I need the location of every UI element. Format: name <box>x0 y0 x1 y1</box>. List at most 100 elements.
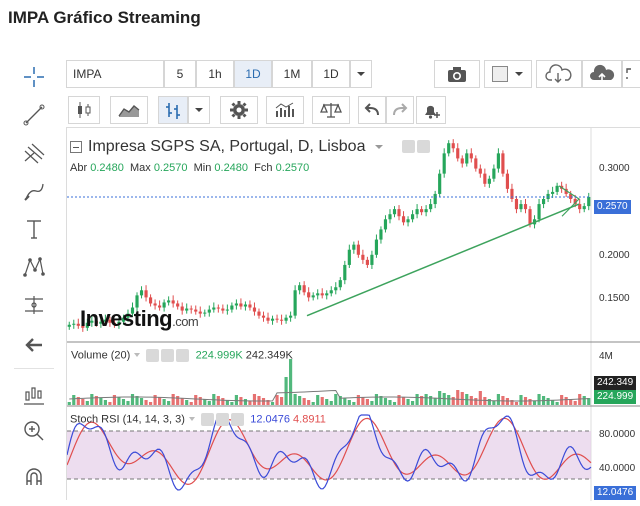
interval-1d[interactable]: 1D <box>234 60 272 88</box>
area-style-button[interactable] <box>110 96 148 124</box>
eye-icon[interactable] <box>201 413 215 426</box>
trend-line-icon[interactable] <box>18 100 50 130</box>
screenshot-button[interactable] <box>434 60 480 88</box>
interval-1m[interactable]: 1M <box>272 60 312 88</box>
arrow-left-icon[interactable] <box>18 330 50 360</box>
chart-type-icon[interactable] <box>18 380 50 410</box>
volume-bar <box>573 401 577 405</box>
pitchfork-icon[interactable] <box>18 138 50 168</box>
gear-icon[interactable] <box>216 413 230 426</box>
collapse-icon[interactable] <box>70 140 82 153</box>
candle-body <box>234 303 238 306</box>
candle-body <box>270 318 275 321</box>
candle-body <box>126 313 130 318</box>
candle-body <box>523 204 528 210</box>
bars-style-button[interactable] <box>158 96 188 124</box>
measure-icon[interactable] <box>18 290 50 320</box>
volume-bar <box>108 402 112 405</box>
settings-button[interactable] <box>220 96 258 124</box>
gear-icon[interactable] <box>417 140 431 154</box>
candle-body <box>207 309 211 313</box>
volume-label: Volume (20) <box>71 349 131 362</box>
volume-bar <box>392 402 397 405</box>
volume-ma-line <box>69 389 589 402</box>
price-chart[interactable] <box>66 128 640 501</box>
alert-button[interactable] <box>416 96 446 124</box>
candle-body <box>447 143 451 154</box>
candle-body <box>496 153 500 169</box>
candle-body <box>578 204 582 210</box>
color-picker-button[interactable] <box>484 60 532 88</box>
candle-body <box>392 209 397 215</box>
candle-body <box>460 158 464 164</box>
scale-icon <box>320 103 342 118</box>
candle-body <box>185 308 189 311</box>
candle-body <box>338 280 342 288</box>
gear-icon[interactable] <box>161 349 175 362</box>
indicators-button[interactable] <box>266 96 304 124</box>
candle-body <box>135 295 139 308</box>
volume-bar <box>397 395 401 405</box>
chevron-down-icon[interactable] <box>188 416 196 422</box>
stoch-label: Stoch RSI (14, 14, 3, 3) <box>70 413 185 426</box>
stoch-k-line <box>66 414 592 491</box>
volume-bar <box>460 392 464 405</box>
candle-body <box>67 324 71 327</box>
volume-bar <box>99 398 103 405</box>
close-icon[interactable] <box>231 413 245 426</box>
redo-button[interactable] <box>386 96 414 124</box>
chart-legend: Impresa SGPS SA, Portugal, D, Lisboa <box>70 138 431 156</box>
eye-icon[interactable] <box>402 140 416 154</box>
open-label: Abr <box>70 162 88 174</box>
volume-bar <box>383 398 388 405</box>
volume-bar <box>72 395 76 405</box>
ohlc-bars-icon <box>166 103 180 119</box>
symbol-input[interactable]: IMPA <box>66 60 164 88</box>
load-layout-button[interactable] <box>536 60 582 88</box>
compare-button[interactable] <box>312 96 350 124</box>
chevron-down-icon[interactable] <box>374 143 384 151</box>
undo-button[interactable] <box>358 96 386 124</box>
low-label: Min <box>193 162 212 174</box>
crosshair-icon[interactable] <box>18 62 50 92</box>
zoom-in-icon[interactable] <box>18 416 50 446</box>
interval-5[interactable]: 5 <box>164 60 196 88</box>
chart-area[interactable] <box>66 127 640 501</box>
brush-icon[interactable] <box>18 176 50 206</box>
candle-body <box>551 191 555 194</box>
volume-tag-lower: 224.999 <box>594 390 637 404</box>
volume-bar <box>207 401 211 405</box>
candle-body <box>483 173 487 184</box>
save-layout-button[interactable] <box>582 60 622 88</box>
chart-style-dropdown[interactable] <box>188 96 210 124</box>
volume-bar <box>546 398 550 405</box>
instrument-title: Impresa SGPS SA, Portugal, D, Lisboa <box>88 138 366 155</box>
volume-legend: Volume (20) 224.999K 242.349K <box>71 349 293 362</box>
volume-bar <box>194 395 198 405</box>
volume-bar <box>266 400 270 405</box>
close-icon[interactable] <box>176 349 190 362</box>
candle-body <box>401 216 406 223</box>
candles-style-button[interactable] <box>68 96 100 124</box>
interval-1h[interactable]: 1h <box>196 60 234 88</box>
pattern-icon[interactable] <box>18 252 50 282</box>
interval-custom[interactable]: 1D <box>312 60 350 88</box>
cloud-download-icon <box>545 64 572 83</box>
chevron-down-icon[interactable] <box>133 352 141 358</box>
candle-body <box>514 199 519 210</box>
volume-bar <box>361 397 365 405</box>
candle-body <box>230 305 234 310</box>
candle-body <box>469 153 473 159</box>
candle-body <box>266 317 270 321</box>
text-icon[interactable] <box>18 214 50 244</box>
candle-body <box>121 317 126 322</box>
candle-body <box>347 249 351 265</box>
interval-dropdown[interactable] <box>350 60 372 88</box>
candle-body <box>546 193 550 199</box>
volume-bar <box>221 398 225 405</box>
magnet-icon[interactable] <box>18 462 50 492</box>
fullscreen-button[interactable] <box>622 60 640 88</box>
eye-icon[interactable] <box>146 349 160 362</box>
candle-body <box>144 290 148 298</box>
volume-bar <box>298 396 302 405</box>
